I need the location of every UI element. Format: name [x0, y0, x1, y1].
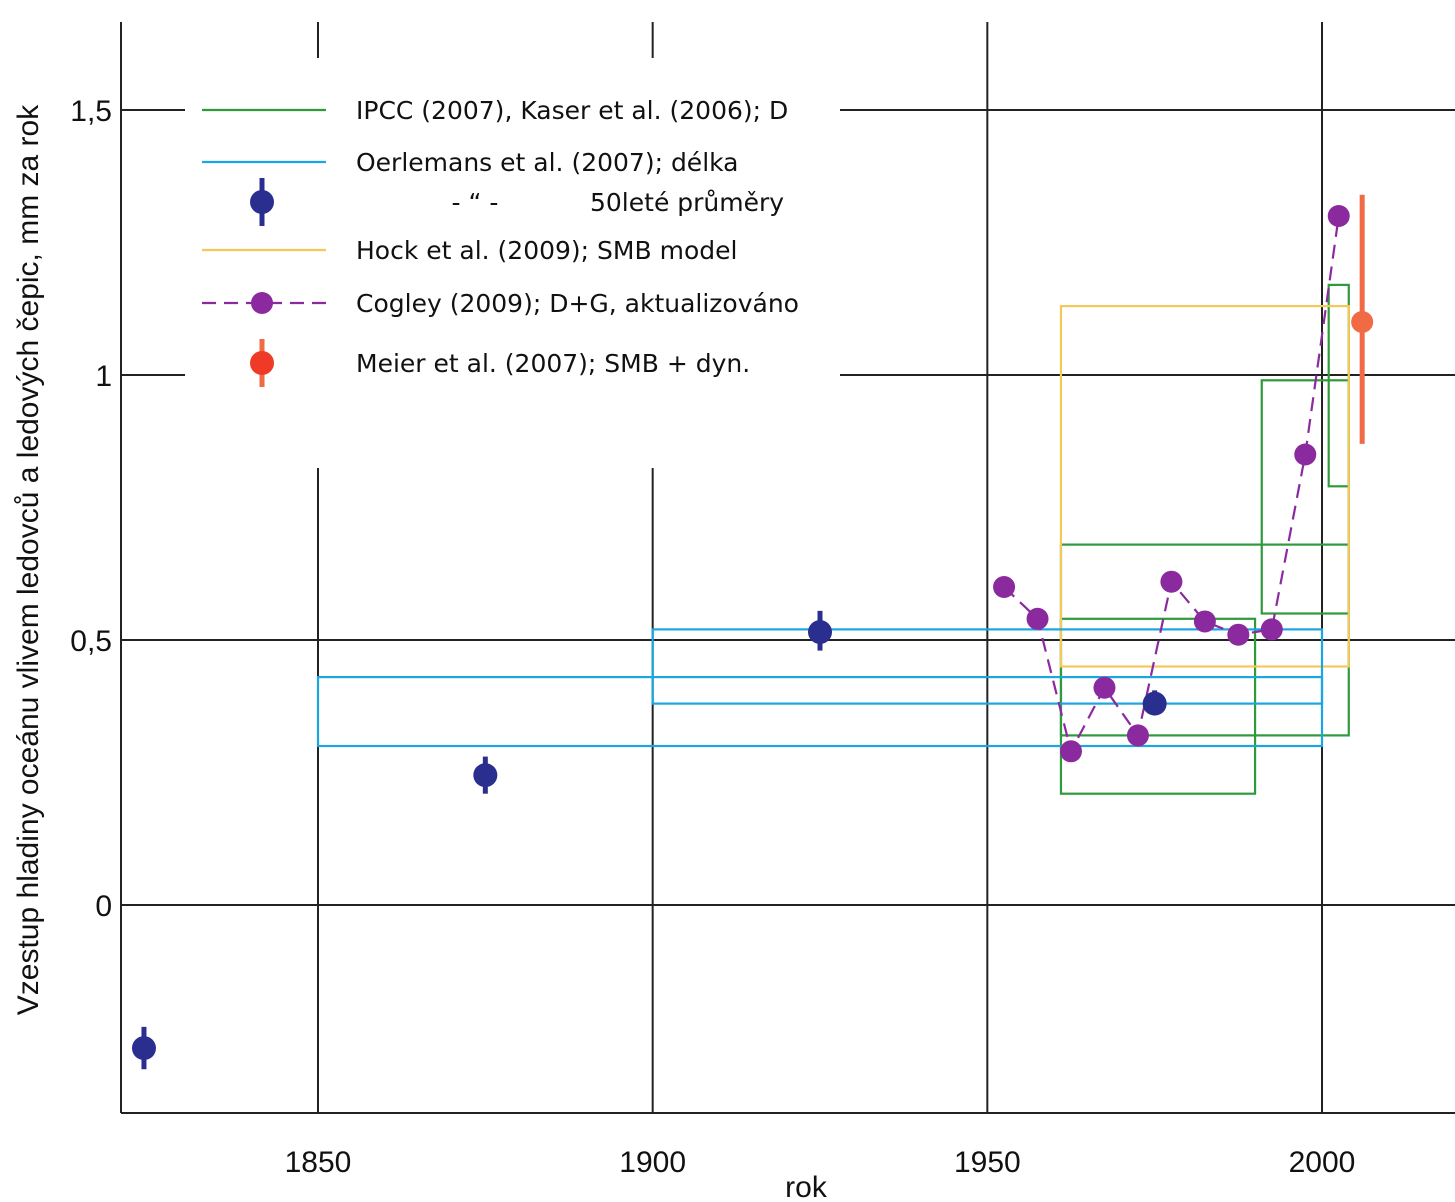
ipcc-box — [1327, 283, 1350, 488]
cogley-point — [1327, 205, 1350, 227]
point-layer — [131, 194, 1374, 1070]
cogley-point — [1026, 607, 1049, 630]
legend-marker-oerlemans_marker — [250, 190, 274, 214]
y-tick-label: 0,5 — [70, 625, 112, 658]
cogley-point — [1227, 623, 1250, 646]
x-axis-title: rok — [785, 1171, 828, 1202]
legend-label-ditto: - “ - — [452, 188, 499, 217]
oerlemans-box — [651, 628, 1324, 705]
legend-layer: IPCC (2007), Kaser et al. (2006); D Oerle… — [202, 96, 799, 387]
cogley-point — [1060, 740, 1082, 763]
legend-marker-cogley — [251, 292, 273, 314]
legend-label-oerlemans: Oerlemans et al. (2007); délka — [356, 148, 739, 177]
cogley-line — [1003, 215, 1340, 755]
legend-background — [185, 58, 840, 468]
cogley-point — [1126, 724, 1149, 747]
x-tick-label: 1950 — [954, 1146, 1021, 1179]
cogley-point — [1260, 618, 1283, 641]
legend-label-meier_marker: Meier et al. (2007); SMB + dyn. — [356, 349, 750, 378]
x-tick-label: 1850 — [285, 1146, 352, 1179]
legend-label-cogley: Cogley (2009); D+G, aktualizováno — [356, 289, 799, 318]
legend-label-hock: Hock et al. (2009); SMB model — [356, 236, 737, 265]
cogley-point — [1294, 443, 1317, 466]
legend-marker-meier_marker — [250, 351, 274, 375]
x-tick-label: 1900 — [619, 1146, 686, 1179]
ipcc-box — [1260, 379, 1350, 615]
legend-label-oerlemans_marker: 50leté průměry — [590, 188, 784, 217]
y-tick-label: 1,5 — [70, 95, 112, 128]
cogley-point — [993, 576, 1016, 598]
y-axis-title: Vzestup hladiny oceánu vlivem ledovců a … — [12, 104, 45, 1015]
tick-label-layer: 1850 1900 1950 2000 0 0,5 1 1,5 — [70, 95, 1355, 1179]
oerlemans_marker-point — [1142, 691, 1167, 716]
cogley-point — [1093, 676, 1116, 699]
x-tick-label: 2000 — [1289, 1146, 1356, 1179]
hock-box — [1059, 305, 1350, 668]
legend-label-ipcc: IPCC (2007), Kaser et al. (2006); D — [356, 96, 788, 125]
y-tick-label: 0 — [95, 890, 112, 923]
box-layer — [316, 283, 1350, 795]
legend-mask-layer — [185, 58, 840, 468]
oerlemans_marker-point — [808, 620, 832, 645]
oerlemans_marker-point — [473, 763, 498, 788]
cogley-point — [1160, 570, 1183, 593]
meier_marker-point — [1351, 311, 1374, 333]
axis-layer — [120, 22, 1455, 1114]
oerlemans-box — [316, 675, 1324, 748]
oerlemans_marker-point — [131, 1036, 156, 1061]
y-tick-label: 1 — [95, 360, 112, 393]
cogley-point — [1193, 610, 1216, 633]
